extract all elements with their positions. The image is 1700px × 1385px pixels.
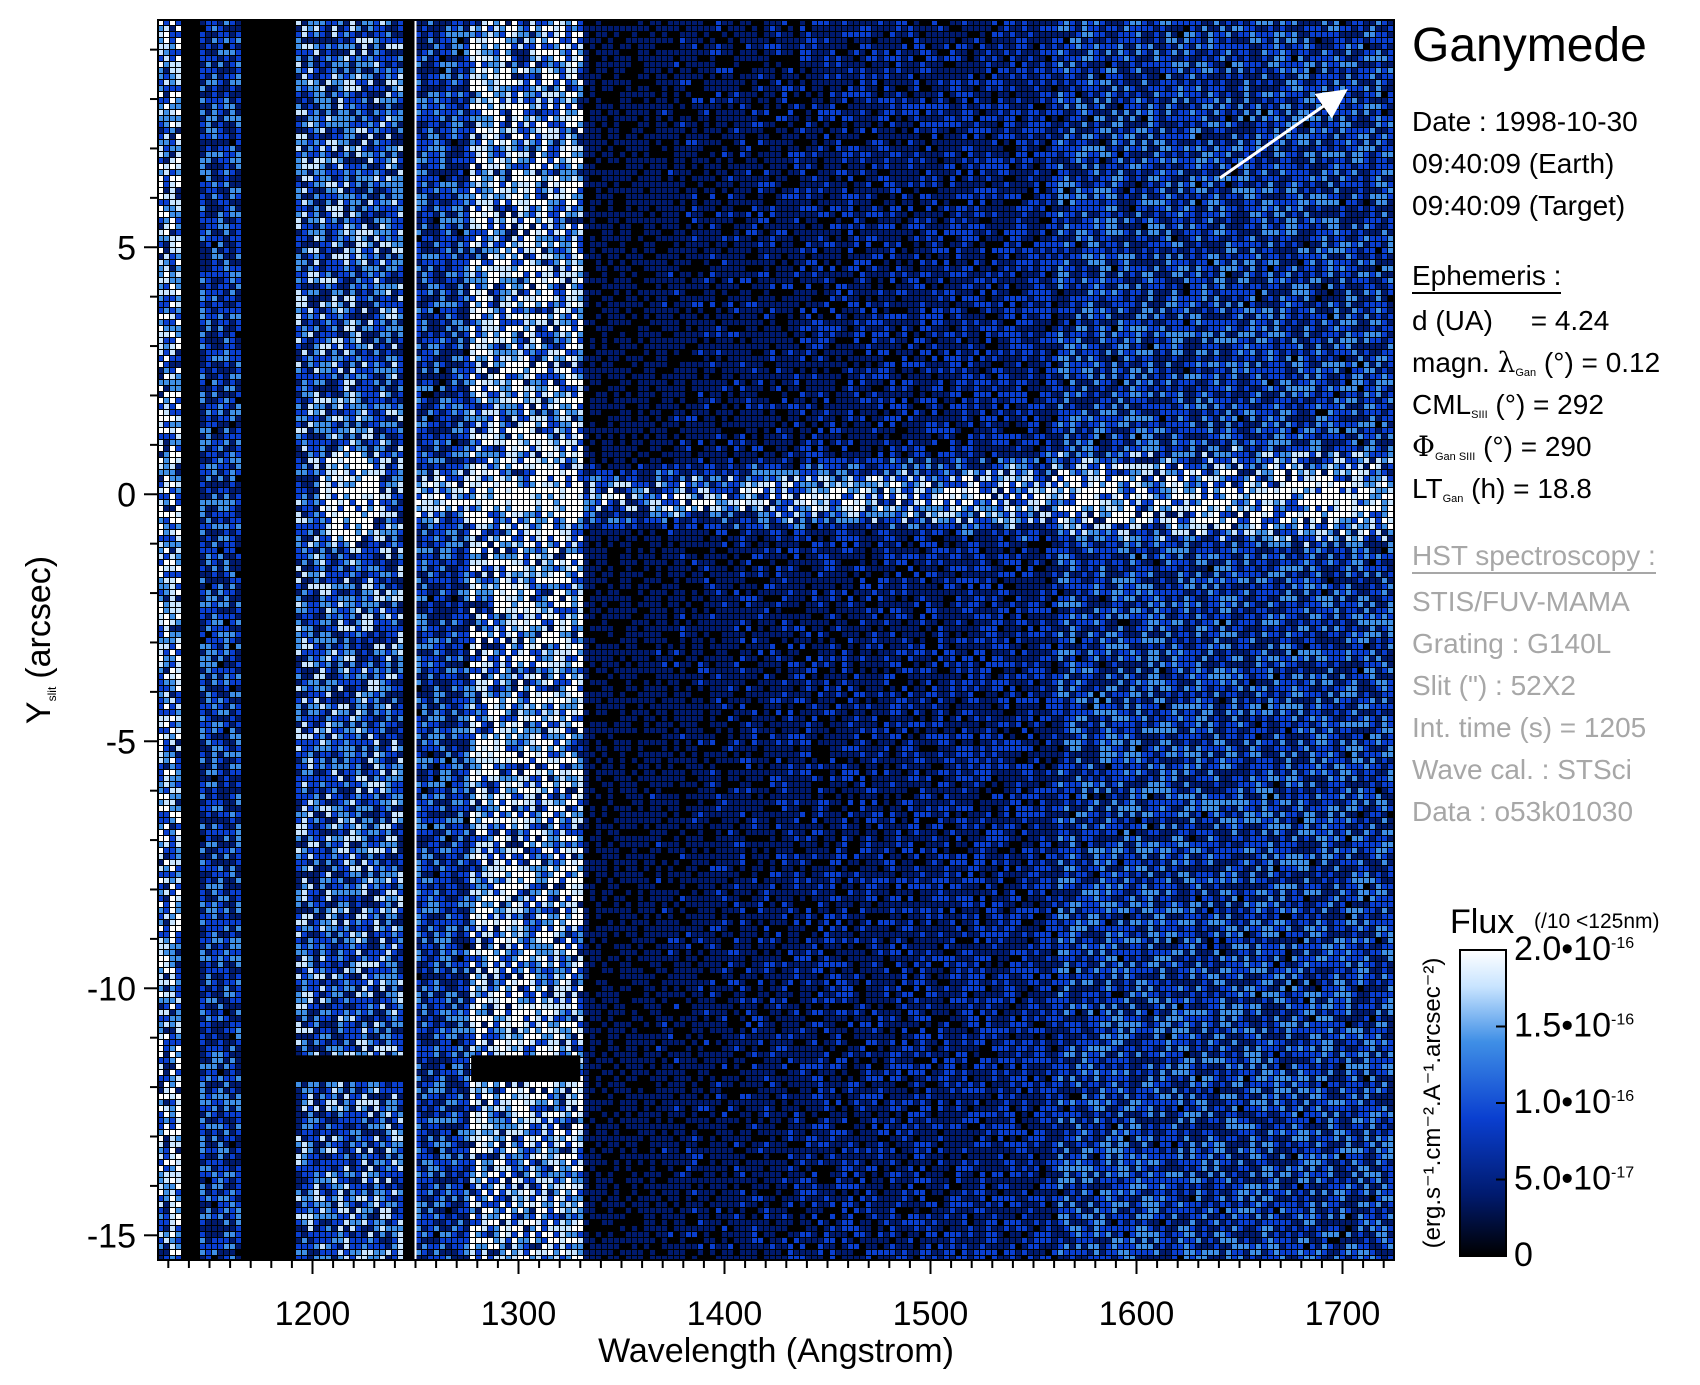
y-axis-label-unit: (arcsec) <box>20 556 58 679</box>
info-date: Date : 1998-10-30 09:40:09 (Earth) 09:40… <box>1412 108 1638 234</box>
slit-bar <box>292 1055 403 1081</box>
magn-sub: Gan <box>1515 367 1536 379</box>
ephemeris-d: d (UA) = 4.24 <box>1412 307 1609 335</box>
hst-instrument: STIS/FUV-MAMA <box>1412 588 1646 630</box>
y-tick-label: -15 <box>87 1217 136 1255</box>
phi-symbol: Φ <box>1412 430 1435 463</box>
phi-sub: Gan SIII <box>1435 451 1475 463</box>
slit-bar <box>471 1055 580 1081</box>
x-tick-label: 1300 <box>481 1295 557 1333</box>
d-value: = 4.24 <box>1531 305 1610 336</box>
magn-label: magn. <box>1412 347 1498 378</box>
y-axis: 5 0 -5 -10 -15 <box>87 50 158 1256</box>
colorbar-ticks: 0 5.0•10-17 1.0•10-16 1.5•10-16 2.0•10-16 <box>1496 930 1634 1274</box>
x-axis: 1200 1300 1400 1500 1600 1700 <box>168 1260 1383 1333</box>
cml-value: (°) = 292 <box>1488 389 1604 420</box>
y-tick-label: -5 <box>106 723 136 761</box>
info-title: Ganymede <box>1412 22 1647 70</box>
y-axis-label: Yslit (arcsec) <box>20 556 59 724</box>
hst-details: STIS/FUV-MAMA Grating : G140L Slit (") :… <box>1412 588 1646 840</box>
colorbar-title: Flux <box>1450 903 1514 941</box>
y-tick-label: 5 <box>117 229 136 267</box>
earth-time-line: 09:40:09 (Earth) <box>1412 150 1638 192</box>
date-line: Date : 1998-10-30 <box>1412 108 1638 150</box>
ephemeris-cml: CMLSIII (°) = 292 <box>1412 391 1604 421</box>
hst-wave-cal: Wave cal. : STSci <box>1412 756 1646 798</box>
cml-sub: SIII <box>1471 409 1488 421</box>
hst-data-id: Data : o53k01030 <box>1412 798 1646 840</box>
colorbar-tick-label: 1.0•10-16 <box>1514 1083 1634 1121</box>
ephemeris-lt: LTGan (h) = 18.8 <box>1412 475 1592 505</box>
phi-value: (°) = 290 <box>1475 431 1591 462</box>
x-tick-label: 1200 <box>275 1295 351 1333</box>
y-axis-label-main: Y <box>20 701 58 724</box>
lt-sub: Gan <box>1443 493 1464 505</box>
ephemeris-magn: magn. λGan (°) = 0.12 <box>1412 349 1660 379</box>
target-time-line: 09:40:09 (Target) <box>1412 192 1638 234</box>
lambda-symbol: λ <box>1498 346 1516 379</box>
hst-int-time: Int. time (s) = 1205 <box>1412 714 1646 756</box>
x-axis-label: Wavelength (Angstrom) <box>598 1332 954 1370</box>
hst-grating: Grating : G140L <box>1412 630 1646 672</box>
x-tick-label: 1600 <box>1099 1295 1175 1333</box>
ephemeris-heading: Ephemeris : <box>1412 262 1561 294</box>
hst-slit: Slit (") : 52X2 <box>1412 672 1646 714</box>
colorbar-tick-label: 5.0•10-17 <box>1514 1160 1634 1198</box>
lt-value: (h) = 18.8 <box>1463 473 1591 504</box>
y-axis-label-sub: slit <box>45 686 59 701</box>
d-label: d (UA) <box>1412 305 1493 336</box>
y-tick-label: -10 <box>87 970 136 1008</box>
colorbar-unit-label: (erg.s⁻¹.cm⁻².A⁻¹.arcsec⁻²) <box>1419 958 1446 1249</box>
colorbar-tick-label: 0 <box>1514 1236 1533 1274</box>
ephemeris-phi: ΦGan SIII (°) = 290 <box>1412 433 1592 463</box>
x-tick-label: 1400 <box>687 1295 763 1333</box>
y-tick-label: 0 <box>117 476 136 514</box>
hst-heading: HST spectroscopy : <box>1412 542 1656 574</box>
colorbar-tick-label: 2.0•10-16 <box>1514 930 1634 968</box>
x-tick-label: 1500 <box>893 1295 969 1333</box>
lt-label: LT <box>1412 473 1443 504</box>
x-tick-label: 1700 <box>1305 1295 1381 1333</box>
colorbar-tick-label: 1.5•10-16 <box>1514 1007 1634 1045</box>
magn-value: (°) = 0.12 <box>1536 347 1660 378</box>
cml-label: CML <box>1412 389 1471 420</box>
